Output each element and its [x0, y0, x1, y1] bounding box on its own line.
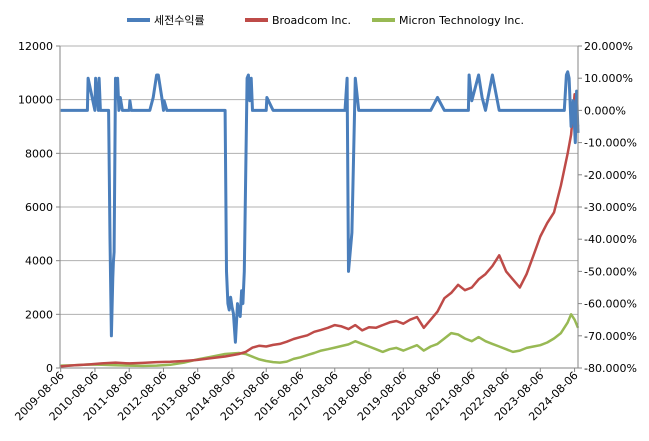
right-tick-label: -20.000% — [584, 169, 637, 182]
legend-label-return: 세전수익률 — [154, 14, 205, 27]
legend: 세전수익률 Broadcom Inc. Micron Technology In… — [127, 14, 524, 27]
series-return-line — [60, 70, 580, 344]
series-broadcom-line — [60, 93, 580, 368]
axes — [56, 45, 582, 372]
right-tick-label: -40.000% — [584, 233, 637, 246]
right-tick-label: -10.000% — [584, 137, 637, 150]
legend-label-broadcom: Broadcom Inc. — [272, 14, 351, 27]
right-tick-label: -30.000% — [584, 201, 637, 214]
left-tick-label: 2000 — [25, 308, 53, 321]
x-axis-ticks: 2009-08-062010-08-062011-08-062012-08-06… — [12, 369, 580, 423]
right-tick-label: 0.000% — [584, 104, 626, 117]
series-layer — [60, 70, 580, 368]
right-tick-label: 10.000% — [584, 72, 633, 85]
right-tick-label: -80.000% — [584, 362, 637, 375]
left-tick-label: 12000 — [18, 40, 53, 53]
left-tick-label: 8000 — [25, 147, 53, 160]
right-tick-label: -50.000% — [584, 265, 637, 278]
left-tick-label: 10000 — [18, 94, 53, 107]
left-tick-label: 0 — [46, 362, 53, 375]
legend-label-micron: Micron Technology Inc. — [399, 14, 524, 27]
right-tick-label: -70.000% — [584, 330, 637, 343]
left-tick-label: 4000 — [25, 255, 53, 268]
series-micron-line — [60, 313, 580, 368]
left-axis-ticks: 0 2000 4000 6000 8000 10000 12000 — [18, 40, 53, 375]
right-tick-label: 20.000% — [584, 40, 633, 53]
grid-lines — [60, 45, 578, 315]
left-tick-label: 6000 — [25, 201, 53, 214]
right-tick-label: -60.000% — [584, 298, 637, 311]
right-axis-ticks: -80.000% -70.000% -60.000% -50.000% -40.000%… — [584, 40, 637, 375]
